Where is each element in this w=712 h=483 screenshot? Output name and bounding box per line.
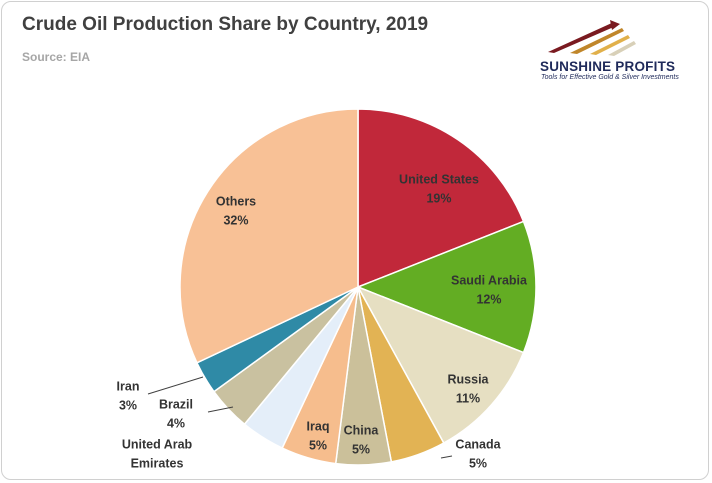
slice-label-united-states: United States 19% — [399, 173, 479, 206]
leader-line-canada — [440, 455, 453, 459]
pie-slice-saudi-arabia — [355, 220, 537, 354]
logo-tagline: Tools for Effective Gold & Silver Invest… — [541, 74, 679, 81]
chart-source: Source: EIA — [22, 50, 91, 64]
slice-label-canada: Canada 5% — [455, 438, 501, 471]
leader-line-iran — [147, 376, 204, 395]
pie-slice-russia — [356, 285, 525, 444]
slice-label-russia: Russia 11% — [448, 373, 490, 406]
slice-label-iraq: Iraq 5% — [307, 420, 330, 453]
leader-line-brazil — [207, 406, 234, 413]
slice-label-china: China 5% — [344, 424, 380, 457]
slice-label-saudi-arabia: Saudi Arabia 12% — [451, 274, 528, 307]
slice-label-others: Others 32% — [216, 195, 256, 228]
pie-slice-united-states — [357, 108, 525, 289]
pie-slice-others — [179, 108, 359, 364]
slice-label-brazil: Brazil 4% — [159, 398, 193, 431]
chart-title: Crude Oil Production Share by Country, 2… — [22, 14, 429, 35]
logo-name: SUNSHINE PROFITS — [540, 59, 676, 74]
slice-label-united-arab-emirates: United Arab Emirates — [122, 438, 193, 471]
slice-label-iran: Iran 3% — [117, 380, 140, 413]
sunshine-profits-logo-icon — [548, 20, 636, 56]
